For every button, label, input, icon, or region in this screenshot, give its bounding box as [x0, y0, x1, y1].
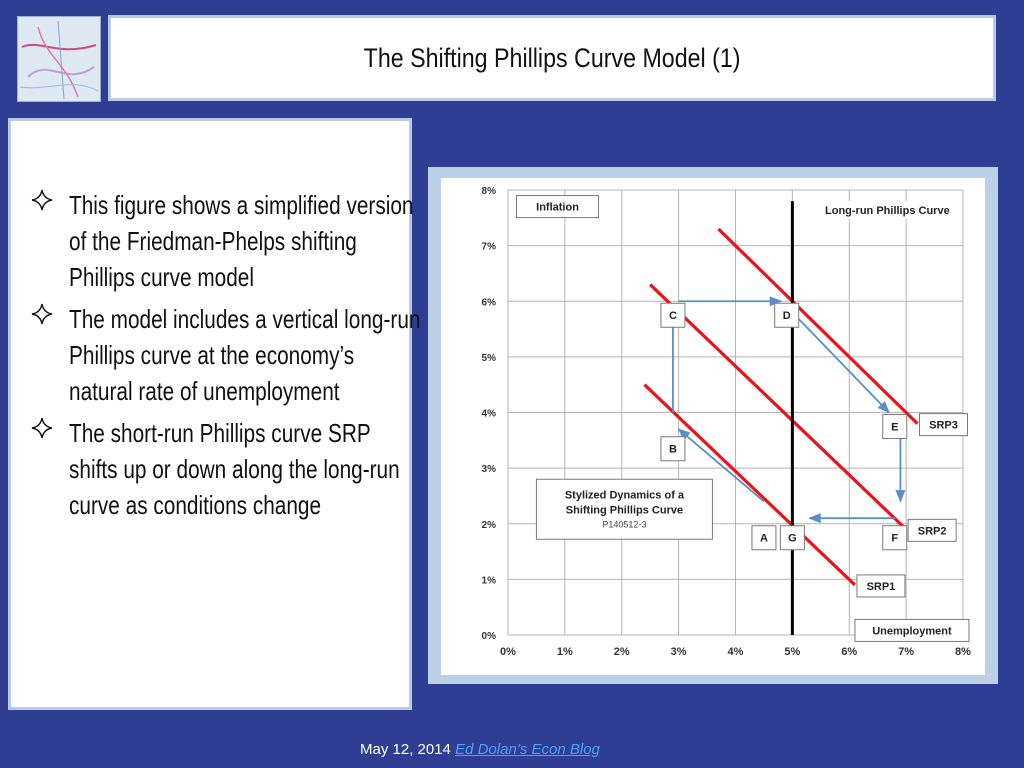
series-label: SRP2	[918, 525, 947, 537]
y-axis-label: Inflation	[536, 202, 579, 214]
point-label: C	[669, 310, 677, 322]
chart-frame: 0% 1% 2% 3% 4% 5% 6% 7% 8% 0% 1% 2% 3% 4% 5% 6% 7% 8% Inf…	[441, 178, 985, 675]
bullet-text: The short-run Phillips curve SRP shifts …	[69, 418, 400, 520]
point-label-box	[660, 302, 686, 328]
y-tick-label: 0%	[482, 631, 497, 642]
tick-layer: 0% 1% 2% 3% 4% 5% 6% 7% 8% 0% 1% 2% 3% 4% 5% 6% 7% 8%	[482, 186, 972, 658]
bullet-text: This figure shows a simplified version o…	[69, 190, 414, 292]
line-layer	[643, 201, 919, 635]
x-tick-label: 5%	[784, 646, 800, 658]
y-tick-label: 7%	[482, 242, 497, 253]
text-panel: This figure shows a simplified version o…	[8, 118, 420, 710]
x-tick-label: 7%	[898, 646, 914, 658]
point-label-box	[774, 302, 800, 328]
grid-layer	[507, 189, 964, 636]
bullet-item: The model includes a vertical long-run P…	[31, 301, 420, 409]
point-label: D	[783, 310, 791, 322]
slide-title: The Shifting Phillips Curve Model (1)	[363, 42, 741, 73]
chart-title-line: Shifting Phillips Curve	[566, 504, 683, 516]
x-tick-label: 2%	[614, 646, 630, 658]
x-axis-label-box	[854, 618, 970, 642]
point-label: G	[788, 533, 797, 545]
point-label-box	[779, 525, 805, 551]
transition-arrow	[791, 311, 890, 414]
four-point-star-icon	[31, 417, 53, 439]
bullet-item: The short-run Phillips curve SRP shifts …	[31, 415, 403, 523]
label-layer: Inflation Unemployment Long-run Phillips C…	[516, 195, 970, 642]
four-point-star-icon	[31, 189, 53, 211]
y-tick-label: 4%	[482, 409, 497, 420]
y-tick-label: 2%	[482, 520, 497, 531]
four-point-star-icon	[31, 303, 53, 325]
blog-link[interactable]: Ed Dolan’s Econ Blog	[455, 741, 600, 758]
arrow-layer	[667, 296, 906, 524]
lrpc-label: Long-run Phillips Curve	[825, 205, 950, 217]
bullet-text: The model includes a vertical long-run P…	[69, 304, 421, 406]
point-label-box	[882, 414, 908, 439]
point-label: F	[891, 533, 898, 545]
x-tick-label: 8%	[955, 646, 971, 658]
x-tick-label: 4%	[728, 646, 744, 658]
series-label: SRP3	[929, 420, 958, 432]
chart-title: Stylized Dynamics of a Shifting Phillips …	[565, 489, 685, 516]
title-box: The Shifting Phillips Curve Model (1)	[108, 15, 996, 101]
chart-title-line: Stylized Dynamics of a	[565, 489, 685, 501]
phillips-curve-chart: 0% 1% 2% 3% 4% 5% 6% 7% 8% 0% 1% 2% 3% 4% 5% 6% 7% 8% Inf…	[482, 186, 972, 658]
x-tick-label: 0%	[500, 646, 516, 658]
logo-graphic	[19, 20, 99, 100]
x-tick-label: 6%	[841, 646, 857, 658]
y-tick-label: 3%	[482, 464, 497, 475]
srp-line	[643, 383, 857, 587]
point-label: E	[891, 421, 898, 433]
bullet-item: This figure shows a simplified version o…	[31, 187, 414, 295]
y-tick-label: 6%	[482, 297, 497, 308]
x-tick-label: 3%	[671, 646, 687, 658]
series-label-box	[919, 413, 968, 437]
y-tick-label: 5%	[482, 353, 497, 364]
bullet-list: This figure shows a simplified version o…	[31, 187, 420, 529]
point-label-box	[751, 525, 777, 551]
series-label-box	[907, 518, 957, 542]
srp-line	[649, 283, 908, 531]
x-tick-label: 1%	[557, 646, 573, 658]
series-label: SRP1	[867, 581, 896, 593]
point-label-box	[660, 436, 686, 462]
y-tick-label: 1%	[482, 575, 497, 586]
footer: May 12, 2014 Ed Dolan’s Econ Blog	[360, 741, 600, 758]
y-axis-label-box	[516, 195, 600, 219]
srp-line	[717, 227, 919, 425]
point-label-box	[882, 525, 908, 551]
series-label-box	[856, 574, 906, 598]
transition-arrow	[677, 428, 765, 503]
point-label: B	[669, 444, 677, 456]
footer-date: May 12, 2014	[360, 741, 451, 758]
point-label: A	[760, 533, 768, 545]
lrpc-label-bg	[823, 200, 948, 219]
y-tick-label: 8%	[482, 186, 497, 197]
chart-title-box	[535, 478, 713, 540]
logo	[17, 16, 101, 102]
x-axis-label: Unemployment	[872, 625, 952, 637]
chart-subtitle: P140512-3	[602, 519, 646, 529]
